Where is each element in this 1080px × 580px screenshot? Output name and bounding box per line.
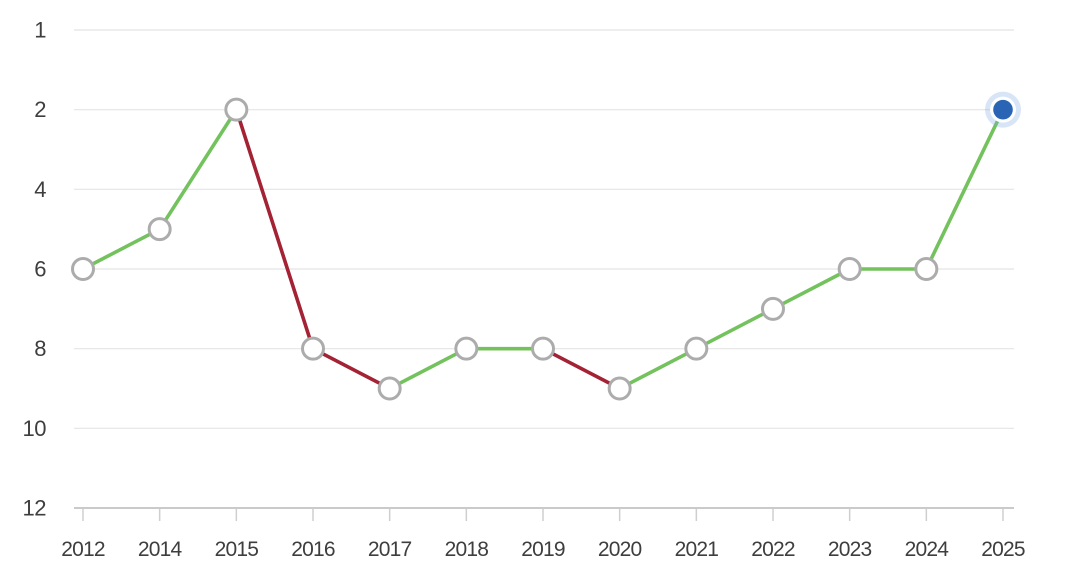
line-segment-2016-2017 [311, 346, 392, 391]
x-tick-label-2024: 2024 [905, 538, 950, 561]
y-tick-label-6: 6 [34, 257, 46, 282]
x-tick-label-2015: 2015 [215, 538, 259, 561]
data-point-2014[interactable] [147, 217, 172, 242]
y-tick-label-2: 2 [34, 97, 46, 122]
data-point-2022[interactable] [761, 296, 785, 321]
x-tick-label-2022: 2022 [751, 538, 795, 561]
data-point-2017[interactable] [377, 376, 402, 401]
data-point-2019[interactable] [531, 336, 555, 361]
y-tick-label-1: 1 [34, 18, 46, 43]
y-tick-label-8: 8 [34, 336, 46, 361]
y-tick-label-12: 12 [23, 496, 47, 521]
x-tick-label-2025: 2025 [981, 538, 1025, 561]
line-segment-2022-2023 [771, 267, 852, 311]
data-point-2024[interactable] [914, 257, 939, 281]
data-point-2012[interactable] [71, 257, 95, 281]
y-tick-label-4: 4 [34, 177, 46, 202]
data-point-2018[interactable] [454, 336, 479, 361]
line-segment-2021-2022 [694, 307, 775, 351]
x-tick-label-2016: 2016 [291, 538, 335, 561]
x-tick-label-2020: 2020 [598, 538, 642, 561]
x-tick-label-2017: 2017 [368, 538, 412, 561]
data-point-2020[interactable] [607, 376, 632, 401]
x-tick-label-2021: 2021 [675, 538, 719, 561]
line-segment-2020-2021 [617, 346, 699, 391]
x-tick-label-2019: 2019 [521, 538, 565, 561]
y-tick-label-10: 10 [23, 416, 47, 441]
current-data-point-2025[interactable] [993, 99, 1013, 120]
x-tick-label-2018: 2018 [445, 538, 489, 561]
line-segment-2024-2025 [924, 107, 1005, 271]
data-point-2016[interactable] [301, 336, 325, 361]
line-segment-2012-2014 [81, 227, 162, 271]
x-tick-label-2012: 2012 [61, 538, 105, 561]
x-tick-label-2023: 2023 [828, 538, 872, 561]
line-segment-2015-2016 [234, 107, 315, 351]
data-point-2023[interactable] [837, 257, 862, 281]
x-tick-label-2014: 2014 [138, 538, 183, 561]
data-point-2015[interactable] [224, 97, 249, 122]
line-segment-2019-2020 [541, 346, 622, 391]
line-segment-2014-2015 [157, 107, 239, 231]
line-segment-2017-2018 [387, 346, 469, 391]
data-point-2021[interactable] [684, 336, 709, 361]
